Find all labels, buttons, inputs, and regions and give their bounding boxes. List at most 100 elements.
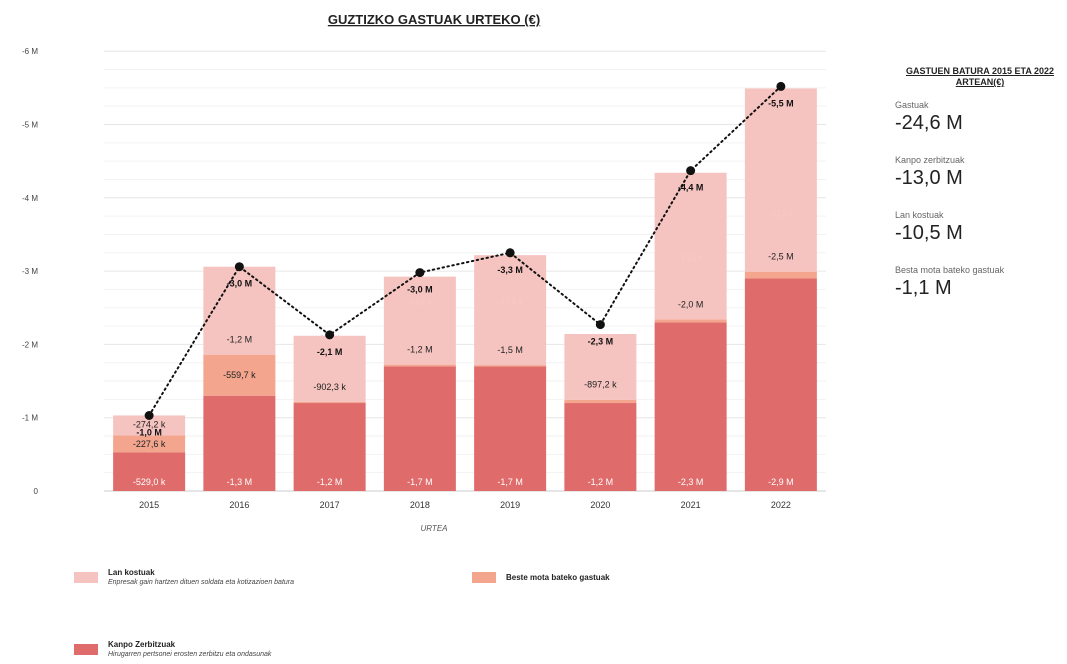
segment-label: -1,3 M <box>227 477 253 487</box>
bar-segment <box>383 364 456 367</box>
bar-segment <box>744 271 817 279</box>
legend-swatch <box>74 572 98 583</box>
segment-label: -274,2 k <box>133 419 166 429</box>
legend-name: Kanpo Zerbitzuak <box>108 640 176 649</box>
totals-line-layer: -1,0 M -3,0 M -2,1 M -3,0 M -3,3 M -2,3 M -4,4… <box>136 81 794 438</box>
x-tick-label: 2020 <box>590 500 610 510</box>
segment-label: -1,2 M <box>588 477 614 487</box>
bars-layer <box>113 88 817 491</box>
legend-name: Lan kostuak <box>108 568 155 577</box>
segment-labels: -529,0 k -227,6 k -274,2 k -1,3 M -559,7 k -1… <box>133 209 794 487</box>
bar-segment <box>113 415 186 436</box>
bar-segment <box>203 266 276 355</box>
x-tick-label: 2021 <box>681 500 701 510</box>
x-tick-label: 2016 <box>229 500 249 510</box>
y-tick-label: -5 M <box>22 121 38 130</box>
total-label: -3,0 M <box>227 279 253 289</box>
bar-segment <box>113 435 186 453</box>
total-point <box>686 166 696 176</box>
total-label: -1,0 M <box>136 428 162 438</box>
bar-segment <box>654 172 727 320</box>
segment-label: -17,6 k <box>498 297 523 306</box>
total-label: -2,3 M <box>588 337 614 347</box>
bar-segment <box>564 333 637 400</box>
y-tick-label: -4 M <box>22 194 38 203</box>
x-axis-ticks: 2015 2016 2017 2018 2019 2020 2021 2022 <box>139 500 791 510</box>
y-tick-label: -2 M <box>22 340 38 349</box>
segment-label: -92,3 k <box>769 209 794 218</box>
legend-swatch <box>74 644 98 655</box>
y-tick-label: 0 <box>34 487 39 496</box>
segment-label: -44,9 k <box>588 334 613 343</box>
total-point <box>325 330 335 340</box>
legend-description: Hirugarren pertsonei erosten zerbitzu et… <box>108 651 272 658</box>
segment-label: -559,7 k <box>223 370 256 380</box>
legend-name: Beste mota bateko gastuak <box>506 573 610 582</box>
chart-title: GUZTIZKO GASTUAK URTEKO (€) <box>328 12 540 27</box>
bar-segment <box>474 366 547 491</box>
bar-segment <box>654 322 727 491</box>
kpi-value: -10,5 M <box>895 222 963 244</box>
x-axis-title: URTEA <box>421 524 448 533</box>
total-label: -3,3 M <box>497 265 523 275</box>
kpi-total: Gastuak -24,6 M <box>895 100 1065 135</box>
expenses-chart: GUZTIZKO GASTUAK URTEKO (€) 0 -1 M -2 M -3 … <box>22 12 826 533</box>
bar-segment <box>654 319 727 323</box>
x-tick-label: 2015 <box>139 500 159 510</box>
total-label: -3,0 M <box>407 285 433 295</box>
bar-segment <box>474 365 547 367</box>
total-point <box>776 81 786 91</box>
chart-legend: Lan kostuak Enpresak gain hartzen dituen… <box>74 568 774 664</box>
segment-label: -897,2 k <box>584 380 617 390</box>
kpi-label: Besta mota bateko gastuak <box>895 265 1005 275</box>
legend-swatch <box>472 572 496 583</box>
summary-panel: GASTUEN BATURA 2015 ETA 2022 ARTEAN(€) G… <box>895 66 1065 320</box>
total-point <box>415 268 425 278</box>
kpi-label: Lan kostuak <box>895 210 944 220</box>
bar-segment <box>383 276 456 365</box>
segment-label: -41,5 k <box>678 253 703 262</box>
bar-segment <box>383 366 456 491</box>
kpi-value: -24,6 M <box>895 112 963 134</box>
y-tick-label: -1 M <box>22 414 38 423</box>
x-tick-label: 2019 <box>500 500 520 510</box>
total-point <box>144 411 154 421</box>
segment-label: -1,5 M <box>497 345 523 355</box>
segment-label: -1,2 M <box>407 345 433 355</box>
x-tick-label: 2017 <box>320 500 340 510</box>
y-tick-label: -3 M <box>22 267 38 276</box>
total-point <box>595 320 605 330</box>
segment-label: -1,2 M <box>317 477 343 487</box>
bar-segment <box>203 354 276 396</box>
total-label: -2,1 M <box>317 347 343 357</box>
bar-segment <box>564 403 637 491</box>
bar-segment <box>203 395 276 491</box>
segment-label: -529,0 k <box>133 477 166 487</box>
bar-segment <box>293 403 366 491</box>
kpi-other-expenses: Besta mota bateko gastuak -1,1 M <box>895 265 1065 300</box>
segment-label: -1,7 M <box>407 477 433 487</box>
bar-segment <box>564 399 637 404</box>
segment-label: -24,2 k <box>408 297 433 306</box>
total-label: -5,5 M <box>768 98 794 108</box>
x-tick-label: 2018 <box>410 500 430 510</box>
segment-label: -2,9 M <box>768 477 794 487</box>
total-point <box>505 248 515 258</box>
bar-segment <box>474 255 547 366</box>
y-tick-label: -6 M <box>22 47 38 56</box>
y-axis-ticks: 0 -1 M -2 M -3 M -4 M -5 M -6 M <box>22 47 39 496</box>
total-point <box>234 262 244 272</box>
bar-segment <box>113 452 186 491</box>
segment-label: -2,3 M <box>678 477 704 487</box>
kpi-value: -13,0 M <box>895 167 963 189</box>
bar-segment <box>744 278 817 491</box>
segment-label: -227,6 k <box>133 439 166 449</box>
bar-segment <box>293 401 366 404</box>
kpi-label: Gastuak <box>895 100 929 110</box>
segment-label: -902,3 k <box>313 382 346 392</box>
total-label: -4,4 M <box>678 183 704 193</box>
segment-label: -2,5 M <box>768 252 794 262</box>
kpi-label: Kanpo zerbitzuak <box>895 155 965 165</box>
legend-description: Enpresak gain hartzen dituen soldata eta… <box>108 579 295 586</box>
bar-segment <box>744 88 817 272</box>
